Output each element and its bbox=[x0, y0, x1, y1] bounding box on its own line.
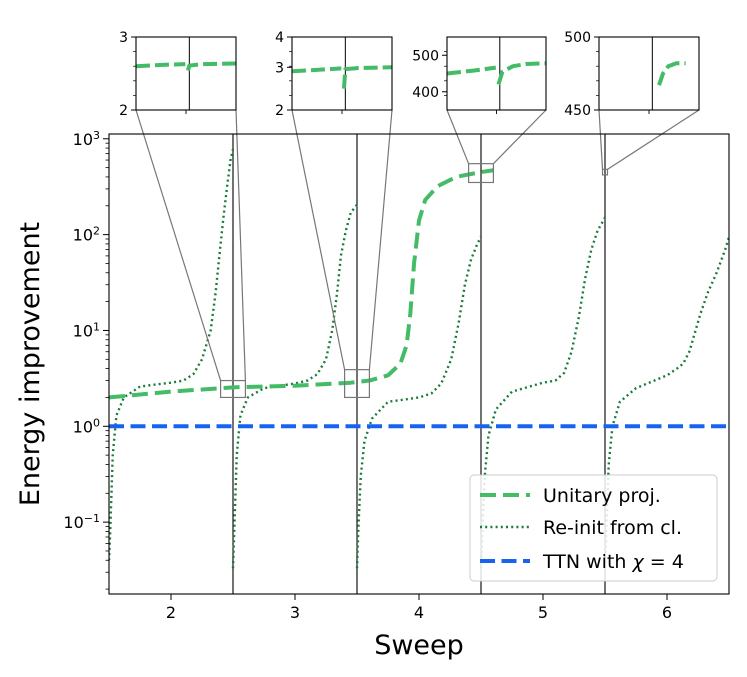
x-axis-label: Sweep bbox=[374, 630, 464, 661]
legend: Unitary proj. Re-init from cl. TTN with χ … bbox=[469, 474, 718, 582]
inset-4-content bbox=[651, 37, 686, 110]
inset-3: 500 400 bbox=[412, 36, 547, 184]
inset-1-zoom-box bbox=[220, 379, 247, 399]
x-tick-label-3: 4 bbox=[414, 603, 424, 622]
inset-2-connector-right bbox=[368, 109, 393, 370]
inset-2: 4 3 2 bbox=[275, 30, 393, 399]
inset-2-curve bbox=[292, 65, 392, 89]
inset-3-content bbox=[447, 37, 546, 110]
inset-3-zoom-box bbox=[468, 163, 495, 184]
legend-label-2: Re-init from cl. bbox=[543, 517, 682, 539]
inset-2-y-tick-label-1: 4 bbox=[275, 30, 284, 46]
series-line-2 bbox=[109, 148, 729, 569]
inset-2-background bbox=[292, 37, 392, 110]
inset-4-background bbox=[599, 37, 699, 110]
inset-3-connector-left bbox=[446, 109, 470, 164]
inset-2-connector-left bbox=[291, 109, 346, 370]
inset-4-curve bbox=[657, 61, 686, 86]
inset-4-connector-right bbox=[607, 109, 700, 170]
inset-2-zoom-box bbox=[344, 369, 371, 399]
y-tick-label-5: 103 bbox=[73, 128, 100, 149]
axes-layer: 2 3 4 5 6 10−1 100 101 102 103 Sweep Energy improve… bbox=[15, 128, 730, 661]
legend-label-3: TTN with χ = 4 bbox=[542, 551, 684, 573]
inset-1-content bbox=[136, 37, 236, 110]
inset-4: 500 450 bbox=[564, 30, 700, 176]
y-tick-label-1: 10−1 bbox=[63, 512, 100, 533]
inset-3-connector-right bbox=[492, 109, 547, 165]
inset-1-connector-right bbox=[235, 109, 246, 381]
inset-4-y-tick-label-1: 500 bbox=[564, 30, 591, 46]
inset-1-curve bbox=[136, 61, 236, 72]
x-tick-label-4: 5 bbox=[538, 603, 548, 622]
inset-3-background bbox=[447, 37, 546, 110]
inset-1-y-tick-label-2: 2 bbox=[119, 103, 128, 119]
y-tick-label-2: 100 bbox=[73, 416, 100, 437]
inset-1-y-tick-label-1: 3 bbox=[119, 30, 128, 46]
x-tick-label-1: 2 bbox=[166, 603, 176, 622]
y-axis-label: Energy improvement bbox=[15, 222, 46, 506]
inset-2-content bbox=[292, 37, 392, 110]
inset-1-connector-left bbox=[135, 109, 222, 381]
inset-4-zoom-box bbox=[601, 168, 609, 176]
inset-3-y-tick-label-2: 400 bbox=[412, 85, 439, 101]
inset-2-y-tick-label-3: 2 bbox=[275, 103, 284, 119]
plot-lines-layer bbox=[109, 134, 729, 594]
legend-box bbox=[469, 474, 718, 582]
inset-1: 32 bbox=[119, 30, 247, 399]
inset-4-y-tick-label-2: 450 bbox=[564, 103, 591, 119]
series-line-1 bbox=[109, 168, 494, 400]
x-tick-label-5: 6 bbox=[662, 603, 672, 622]
legend-label-1: Unitary proj. bbox=[543, 485, 661, 507]
inset-1-background bbox=[136, 37, 236, 110]
inset-3-y-tick-label-1: 500 bbox=[412, 48, 439, 64]
y-tick-label-3: 101 bbox=[73, 320, 100, 341]
inset-2-y-tick-label-2: 3 bbox=[275, 60, 284, 76]
inset-3-curve bbox=[447, 61, 546, 86]
y-tick-label-4: 102 bbox=[73, 224, 100, 245]
inset-4-connector-left bbox=[598, 109, 604, 170]
x-tick-label-2: 3 bbox=[290, 603, 300, 622]
